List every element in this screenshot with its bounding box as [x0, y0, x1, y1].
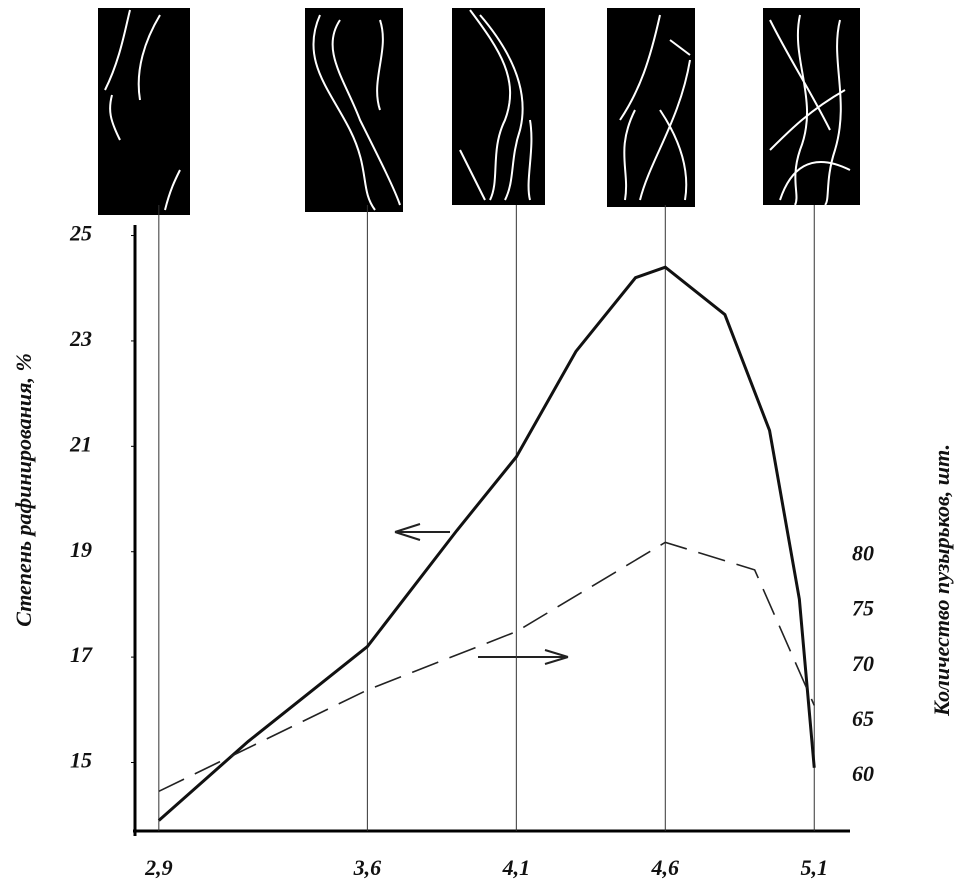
fiber-image: [98, 8, 190, 215]
fiber-image: [763, 8, 860, 205]
x-tick-label: 5,1: [801, 855, 829, 880]
x-tick-label: 2,9: [144, 855, 173, 880]
fiber: [104, 9, 181, 211]
fiber: [619, 14, 691, 201]
fiber-image: [305, 8, 403, 212]
y-tick-label: 17: [70, 642, 93, 667]
y2-tick-label: 75: [852, 596, 874, 621]
y2-tick-label: 60: [852, 761, 874, 786]
arrow-right: [478, 649, 569, 665]
y2-tick-label: 70: [852, 651, 874, 676]
y2-tick-label: 65: [852, 706, 874, 731]
fiber-image: [607, 8, 695, 207]
y-tick-label: 25: [69, 221, 92, 246]
y-tick-label: 21: [69, 431, 92, 456]
y-tick-label: 19: [70, 537, 92, 562]
arrow-left: [394, 523, 450, 541]
fiber: [769, 14, 851, 206]
y-tick-label: 23: [69, 326, 92, 351]
x-tick-label: 4,6: [651, 855, 680, 880]
fiber: [459, 9, 533, 201]
y2-axis-title: Количество пузырьков, шт.: [929, 444, 954, 717]
x-tick-label: 3,6: [353, 855, 382, 880]
y-axis-title: Степень рафинирования, %: [11, 353, 36, 627]
y-tick-label: 15: [70, 748, 92, 773]
line: [158, 541, 815, 793]
line: [157, 265, 816, 822]
y2-tick-label: 80: [852, 541, 874, 566]
x-tick-label: 4,1: [502, 855, 531, 880]
fiber: [312, 14, 401, 211]
fiber-images: [98, 8, 860, 215]
